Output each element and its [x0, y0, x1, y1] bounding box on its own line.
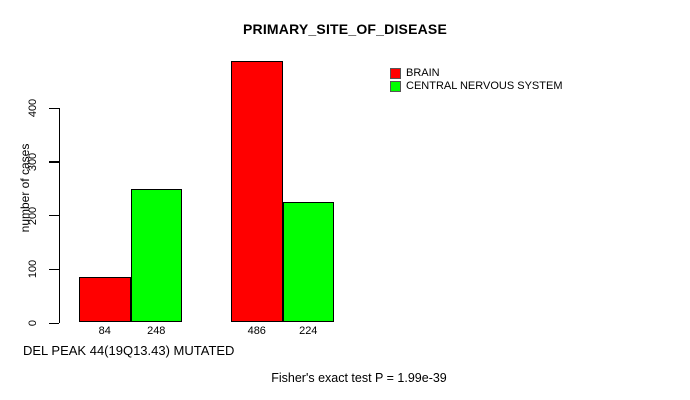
legend-item-central-nervous-system: CENTRAL NERVOUS SYSTEM: [390, 80, 562, 92]
y-tick-label: 200: [27, 206, 39, 225]
legend-item-brain: BRAIN: [390, 67, 562, 79]
bar-value-label: 486: [247, 325, 266, 337]
legend-label: CENTRAL NERVOUS SYSTEM: [406, 80, 563, 92]
bar-value-label: 84: [98, 325, 111, 337]
legend-label: BRAIN: [406, 67, 440, 79]
bar-central-nervous-system-group-1: [130, 189, 182, 323]
y-tick-label: 100: [27, 260, 39, 279]
legend-swatch-icon: [390, 67, 401, 79]
bar-value-label: 224: [299, 325, 318, 337]
y-tick-mark: [49, 322, 59, 324]
bar-brain-group-1: [79, 277, 131, 323]
chart-title: PRIMARY_SITE_OF_DISEASE: [242, 21, 448, 37]
pvalue-annotation: Fisher's exact test P = 1.99e-39: [271, 371, 447, 385]
y-tick-mark: [49, 215, 59, 217]
bar-central-nervous-system-group-2: [282, 202, 334, 323]
y-tick-label: 300: [27, 152, 39, 171]
legend: BRAIN CENTRAL NERVOUS SYSTEM: [390, 67, 562, 93]
y-tick-mark: [49, 161, 59, 163]
x-axis-label: DEL PEAK 44(19Q13.43) MUTATED: [23, 343, 235, 358]
bar-brain-group-2: [231, 61, 283, 323]
legend-swatch-icon: [390, 80, 401, 92]
y-tick-mark: [49, 107, 59, 109]
y-tick-label: 0: [27, 319, 39, 327]
bar-value-label: 248: [147, 325, 166, 337]
y-tick-label: 400: [27, 98, 39, 118]
y-tick-mark: [49, 268, 59, 271]
y-axis-line: [59, 107, 61, 323]
